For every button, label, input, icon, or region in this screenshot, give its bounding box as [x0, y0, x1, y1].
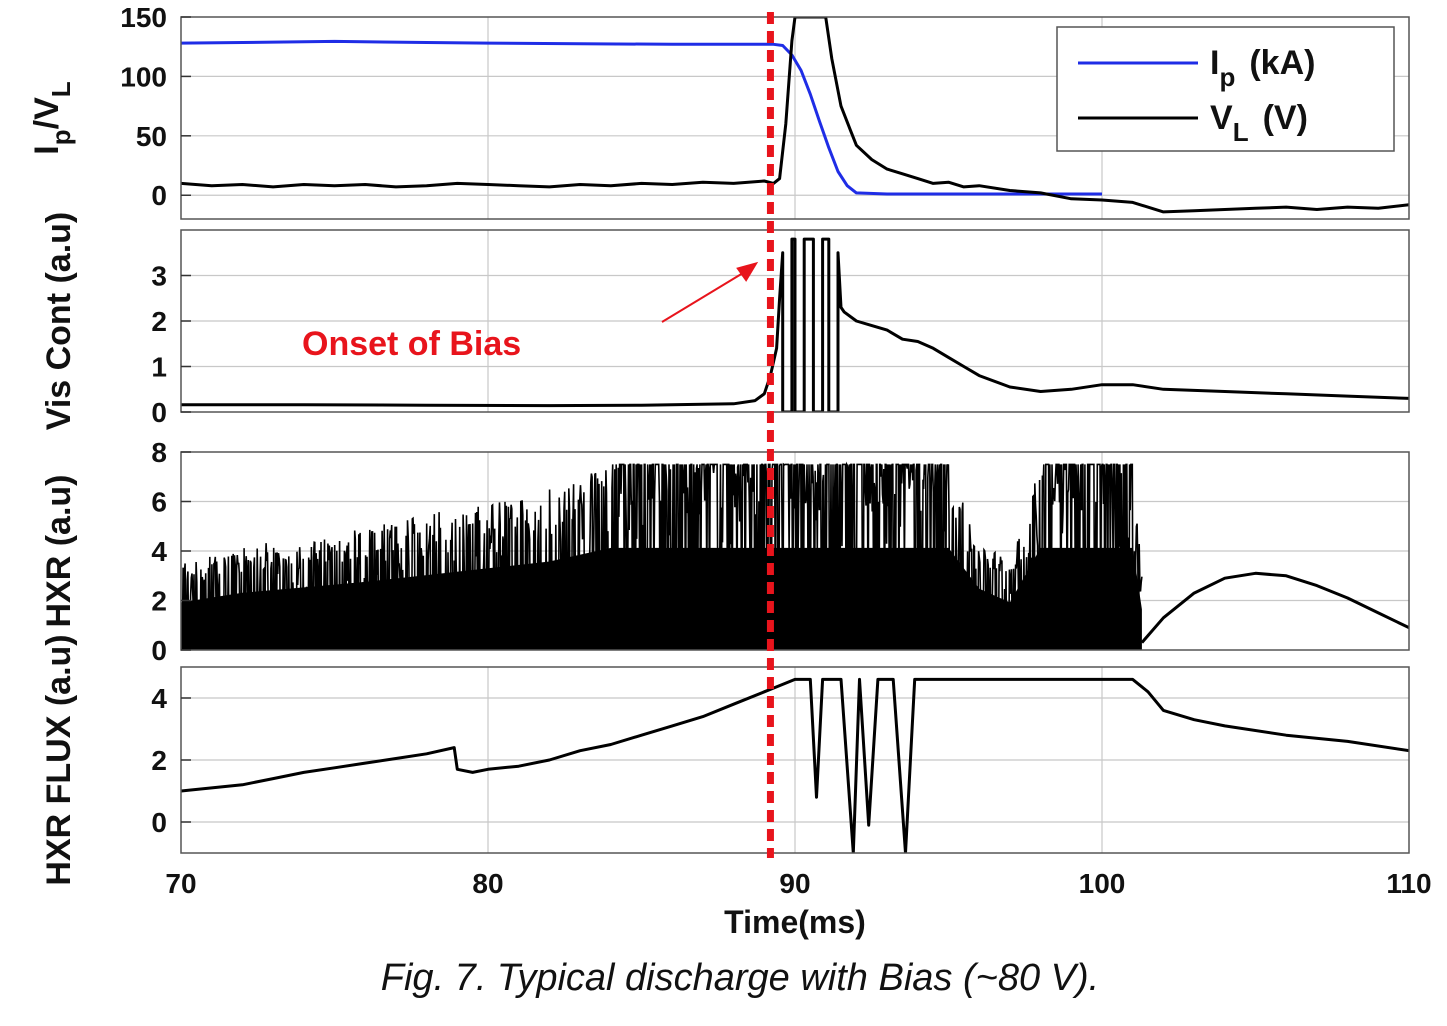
ytick-label: 4 [151, 536, 167, 567]
ylabel-3: HXR (a.u) [40, 475, 78, 628]
series-line-1-1 [181, 39, 1102, 196]
ytick-label: 0 [151, 635, 167, 666]
series-line-1-2 [181, 17, 1409, 214]
plot-area-3 [181, 461, 1409, 650]
xtick-label: 90 [779, 868, 810, 899]
ylabel-2: Vis Cont (a.u) [40, 212, 78, 431]
legend: Ip (kA) VL (V) [1056, 26, 1395, 152]
plot-area-4 [181, 677, 1409, 853]
ytick-label: 1 [151, 352, 167, 383]
panels: 0 50 100 150 Ip/VL Ip (kA) VL (V) 0 1 2 3 Vis Cont (a… [28, 2, 1432, 940]
ylabel-1: Ip/VL [28, 81, 76, 154]
ytick-label: 0 [151, 397, 167, 428]
legend-box [1056, 26, 1395, 152]
axes-frame-1 [180, 16, 1410, 220]
xlabel: Time(ms) [724, 904, 866, 940]
ytick-label: 0 [151, 807, 167, 838]
ytick-label: 50 [136, 121, 167, 152]
xtick-label: 110 [1386, 868, 1431, 899]
annotation-arrow-line [661, 268, 749, 323]
panel-3: 0 2 4 6 8 HXR (a.u) [40, 437, 1410, 666]
ytick-label: 8 [151, 437, 167, 468]
figure-caption: Fig. 7. Typical discharge with Bias (~80… [381, 957, 1099, 999]
legend-entry-1: Ip (kA) [1210, 44, 1315, 92]
panel-4: 0 2 4 70 80 90 100 110 HXR FLUX (a.u) Time(ms) [40, 634, 1432, 940]
plot-area-1 [181, 17, 1409, 214]
ytick-label: 100 [120, 61, 167, 92]
annotation-arrow-head [736, 261, 759, 282]
ytick-label: 3 [151, 261, 167, 292]
ytick-label: 150 [120, 2, 167, 33]
ytick-label: 6 [151, 487, 167, 518]
xtick-label: 80 [472, 868, 503, 899]
series-line-3-1 [1140, 571, 1409, 644]
hxr-noise-core [181, 547, 1142, 650]
annotation: Onset of Bias [302, 261, 759, 363]
ytick-label: 2 [151, 745, 167, 776]
ylabel-4: HXR FLUX (a.u) [40, 634, 78, 885]
xtick-label: 70 [165, 868, 196, 899]
ytick-label: 0 [151, 180, 167, 211]
ytick-label: 2 [151, 586, 167, 617]
xtick-label: 100 [1079, 868, 1126, 899]
annotation-text: Onset of Bias [302, 325, 521, 363]
panel-2: 0 1 2 3 Vis Cont (a.u) Onset of Bias [40, 212, 1410, 431]
panel-1: 0 50 100 150 Ip/VL Ip (kA) VL (V) [28, 2, 1410, 220]
legend-entry-2: VL (V) [1210, 99, 1308, 147]
ytick-label: 4 [151, 683, 167, 714]
series-line-4-1 [181, 677, 1409, 853]
ytick-label: 2 [151, 306, 167, 337]
